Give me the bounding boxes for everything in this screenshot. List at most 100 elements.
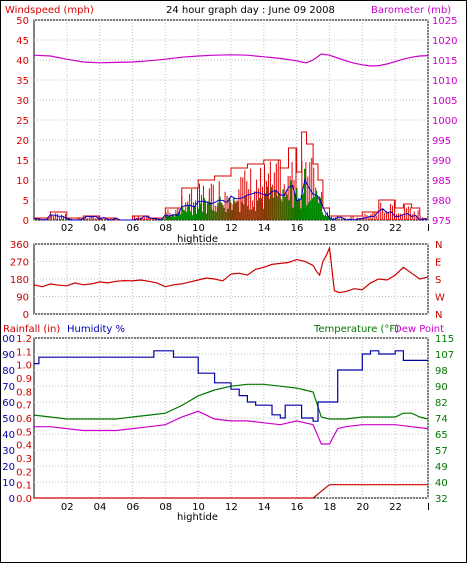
average-wind-line xyxy=(34,178,429,221)
temperature-axis-label: Temperature (°F) xyxy=(313,324,399,335)
x-tick-label: 10 xyxy=(192,502,205,513)
hightide-label-bottom: hightide xyxy=(177,512,218,523)
direction-plot-area xyxy=(33,243,429,315)
compass-tick-label: N xyxy=(435,310,442,321)
humidity-line xyxy=(34,350,428,422)
x-tick-label: 20 xyxy=(356,502,369,513)
x-tick-label: 04 xyxy=(94,223,107,234)
temperature-y-tick-label: 32 xyxy=(435,494,448,505)
temperature-y-tick-label: 107 xyxy=(435,350,454,361)
x-tick-label: 22 xyxy=(389,502,402,513)
rainfall-line xyxy=(34,484,428,499)
x-tick-label: 02 xyxy=(61,223,74,234)
wind-y-tick-label: 30 xyxy=(16,96,29,107)
humidity-y-tick-label: 30 xyxy=(2,446,15,457)
compass-tick-label: E xyxy=(435,258,441,269)
barometer-y-tick-label: 1010 xyxy=(432,76,457,87)
barometer-y-tick-label: 1015 xyxy=(432,56,457,67)
direction-y-tick-label: 90 xyxy=(16,293,29,304)
x-tick-label: 10 xyxy=(192,223,205,234)
wind-y-tick-label: 40 xyxy=(16,56,29,67)
rainfall-y-tick-label: 0.9 xyxy=(16,374,32,385)
x-tick-label: 16 xyxy=(291,223,304,234)
wind-grid xyxy=(34,19,429,221)
direction-y-tick-label: 360 xyxy=(10,240,29,251)
x-tick-label: 06 xyxy=(127,223,140,234)
rainfall-y-tick-label: 0.3 xyxy=(16,454,32,465)
x-tick-label: 02 xyxy=(61,502,74,513)
wind-y-tick-label: 20 xyxy=(16,136,29,147)
barometer-y-tick-label: 995 xyxy=(432,136,451,147)
humidity-y-tick-label: 100 xyxy=(1,334,15,345)
temperature-y-tick-label: 82 xyxy=(435,398,448,409)
x-tick-label: 04 xyxy=(94,502,107,513)
wind-activity xyxy=(33,148,429,221)
barometer-y-tick-label: 1000 xyxy=(432,116,457,127)
wind-y-tick-label: 5 xyxy=(23,196,29,207)
barometer-y-tick-label: 990 xyxy=(432,156,451,167)
chart-title: 24 hour graph day : June 09 2008 xyxy=(166,5,335,16)
hightide-label-top: hightide xyxy=(177,234,218,245)
humidity-y-tick-label: 0 xyxy=(9,494,15,505)
barometer-y-tick-label: 1005 xyxy=(432,96,457,107)
rainfall-y-tick-label: 0.2 xyxy=(16,467,32,478)
temperature-y-tick-label: 57 xyxy=(435,446,448,457)
temperature-y-tick-label: 90 xyxy=(435,382,448,393)
humidity-y-tick-label: 50 xyxy=(2,414,15,425)
rainfall-y-tick-label: 0.8 xyxy=(16,387,32,398)
barometer-y-tick-label: 1020 xyxy=(432,36,457,47)
wind-y-ticks: 0510152025303540455097598098599099510001… xyxy=(16,16,457,227)
x-tick-label: 12 xyxy=(225,223,238,234)
humidity-y-tick-label: 10 xyxy=(2,478,15,489)
x-tick-label: 12 xyxy=(225,502,238,513)
temp-panel: Rainfall (in) Humidity % Temperature (°F… xyxy=(1,324,454,523)
direction-y-tick-label: 180 xyxy=(10,275,29,286)
rainfall-y-tick-label: 1.1 xyxy=(16,347,32,358)
rainfall-y-tick-label: 0.6 xyxy=(16,414,32,425)
x-tick-label: 06 xyxy=(127,502,140,513)
rainfall-y-tick-label: 0.1 xyxy=(16,481,32,492)
humidity-y-tick-label: 80 xyxy=(2,366,15,377)
barometer-axis-label: Barometer (mb) xyxy=(371,5,451,16)
temp-x-ticks: 02 04 06 08 10 12 14 16 18 20 22 I xyxy=(61,502,430,513)
barometer-y-tick-label: 980 xyxy=(432,196,451,207)
x-tick-label: 08 xyxy=(159,223,172,234)
temperature-y-tick-label: 115 xyxy=(435,334,454,345)
temperature-line xyxy=(33,383,429,420)
temperature-y-tick-label: 74 xyxy=(435,414,448,425)
x-tick-label: 08 xyxy=(159,502,172,513)
temperature-y-tick-label: 98 xyxy=(435,366,448,377)
dewpoint-axis-label: Dew Point xyxy=(394,324,444,335)
wind-y-tick-label: 50 xyxy=(16,16,29,27)
x-tick-label: 22 xyxy=(389,223,402,234)
rainfall-y-tick-label: 1.2 xyxy=(16,334,32,345)
rainfall-y-tick-label: 0.5 xyxy=(16,427,32,438)
humidity-axis-label: Humidity % xyxy=(67,324,125,335)
x-tick-label: 18 xyxy=(324,223,337,234)
x-tick-label: 16 xyxy=(291,502,304,513)
rainfall-y-tick-label: 0.0 xyxy=(16,494,32,505)
direction-y-tick-label: 0 xyxy=(23,310,29,321)
wind-y-tick-label: 10 xyxy=(16,176,29,187)
wind-direction-line xyxy=(33,245,429,294)
x-tick-label: I xyxy=(427,223,430,234)
wind-panel: 0510152025303540455097598098599099510001… xyxy=(5,5,457,245)
wind-y-tick-label: 0 xyxy=(23,216,29,227)
humidity-y-tick-label: 20 xyxy=(2,462,15,473)
rainfall-axis-label: Rainfall (in) xyxy=(3,324,60,335)
rainfall-y-tick-label: 0.4 xyxy=(16,441,32,452)
x-tick-label: I xyxy=(427,502,430,513)
wind-axis-label: Windspeed (mph) xyxy=(5,5,94,16)
temp-y-ticks: 0 10 20 30 40 50 60 70 80 90 100 0.0 0.1 0.2 0.3 0.4 0.5… xyxy=(1,334,454,505)
barometer-y-tick-label: 1025 xyxy=(432,16,457,27)
dewpoint-line xyxy=(34,410,429,445)
x-tick-label: 14 xyxy=(258,502,271,513)
wind-y-tick-label: 25 xyxy=(16,116,29,127)
barometer-y-tick-label: 975 xyxy=(432,216,451,227)
wind-y-tick-label: 45 xyxy=(16,36,29,47)
humidity-y-tick-label: 70 xyxy=(2,382,15,393)
temperature-y-tick-label: 65 xyxy=(435,430,448,441)
x-tick-label: 14 xyxy=(258,223,271,234)
